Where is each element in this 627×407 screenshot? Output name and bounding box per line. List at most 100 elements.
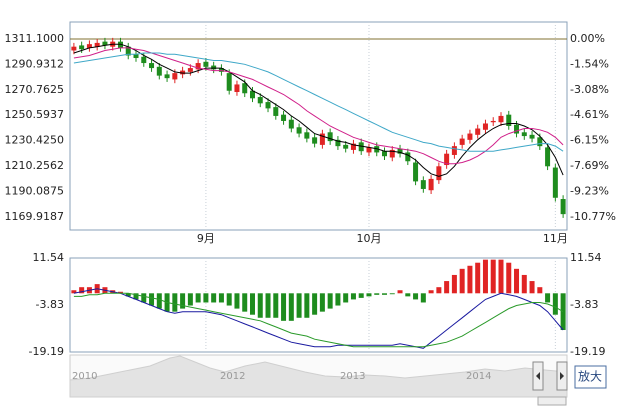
- macd-bar: [156, 293, 162, 309]
- candle-body: [405, 152, 411, 162]
- macd-bar: [475, 262, 481, 294]
- candle-body: [498, 115, 504, 123]
- macd-bar: [249, 293, 255, 315]
- arrow-icon: [536, 372, 540, 380]
- candle-body: [389, 149, 395, 158]
- navigator-label: 2014: [466, 371, 491, 382]
- candle-body: [420, 180, 426, 189]
- candle-body: [327, 132, 333, 142]
- candle-body: [459, 138, 465, 145]
- macd-bar: [226, 293, 232, 306]
- macd-bar: [335, 293, 341, 306]
- navigator-label: 2013: [340, 371, 365, 382]
- zoom-button[interactable]: [574, 365, 607, 389]
- candle-body: [312, 137, 318, 144]
- line: [73, 288, 564, 349]
- macd-bar: [428, 290, 434, 294]
- candle-body: [265, 102, 271, 109]
- candle-body: [226, 73, 232, 91]
- macd-bar: [545, 293, 551, 303]
- macd-bar: [451, 274, 457, 294]
- macd-bar: [498, 259, 504, 294]
- macd-bar: [350, 293, 356, 300]
- macd-bar: [180, 293, 186, 309]
- candle-body: [382, 151, 388, 157]
- y2-tick-label: -7.69%: [570, 159, 609, 172]
- macd-bar: [358, 293, 364, 298]
- candle-body: [133, 54, 139, 59]
- macd-bar: [242, 293, 248, 312]
- line: [73, 43, 564, 177]
- candle-body: [242, 83, 248, 94]
- candle-body: [397, 148, 403, 154]
- navigator-area: [69, 355, 568, 398]
- candle-body: [490, 120, 496, 123]
- candle-body: [117, 41, 123, 48]
- price-panel: [69, 21, 568, 231]
- macd-bar: [436, 287, 442, 294]
- candle-body: [281, 114, 287, 121]
- candle-body: [350, 143, 356, 150]
- candle-body: [296, 127, 302, 134]
- y-tick-label: 1230.4250: [5, 134, 65, 147]
- line: [73, 47, 564, 165]
- y2-tick-label: -4.61%: [570, 108, 609, 121]
- macd-bar: [482, 259, 488, 294]
- y-tick-label: 11.54: [33, 251, 65, 264]
- candle-body: [475, 128, 481, 135]
- candle-body: [249, 90, 255, 99]
- macd-bar: [234, 293, 240, 309]
- y2-tick-label: -1.54%: [570, 57, 609, 70]
- candle-body: [343, 144, 349, 149]
- candle-body: [552, 167, 558, 198]
- zoom-button-label: 放大: [578, 369, 602, 384]
- candle-body: [514, 124, 520, 134]
- candle-body: [164, 74, 170, 79]
- y-tick-label: -19.19: [29, 345, 64, 358]
- candle-body: [444, 153, 450, 166]
- macd-bar: [529, 281, 535, 294]
- macd-bar: [459, 268, 465, 294]
- candle-body: [211, 65, 217, 70]
- macd-bar: [506, 262, 512, 294]
- candle-body: [482, 123, 488, 130]
- macd-bar: [444, 281, 450, 294]
- scrollbar-thumb[interactable]: [537, 396, 567, 406]
- macd-bar: [71, 290, 77, 294]
- candle-body: [560, 199, 566, 215]
- macd-bar: [374, 293, 380, 295]
- candle-body: [203, 61, 209, 67]
- macd-bar: [257, 293, 263, 318]
- candle-body: [335, 139, 341, 147]
- macd-bar: [296, 293, 302, 318]
- y-tick-label: 11.54: [570, 251, 602, 264]
- candle-body: [218, 68, 224, 72]
- line: [73, 292, 564, 348]
- arrow-icon: [560, 372, 564, 380]
- macd-bar: [552, 293, 558, 315]
- macd-bar: [125, 293, 131, 297]
- navigator-label: 2012: [220, 371, 245, 382]
- candle-body: [180, 70, 186, 75]
- macd-bar: [79, 287, 85, 294]
- candle-body: [149, 63, 155, 69]
- line: [73, 52, 564, 152]
- y-tick-label: -3.83: [570, 298, 598, 311]
- candle-body: [273, 107, 279, 116]
- macd-bar: [203, 293, 209, 303]
- candle-body: [506, 114, 512, 126]
- x-tick-label: 11月: [543, 232, 568, 245]
- candle-body: [304, 132, 310, 139]
- candle-body: [413, 162, 419, 182]
- candle-body: [374, 146, 380, 153]
- candle-body: [71, 46, 77, 51]
- candle-body: [358, 142, 364, 152]
- candle-body: [195, 63, 201, 70]
- candle-body: [102, 41, 108, 46]
- candle-body: [234, 84, 240, 93]
- y-tick-label: 1311.1000: [5, 32, 65, 45]
- macd-bar: [537, 287, 543, 294]
- candle-body: [141, 56, 147, 64]
- macd-bar: [366, 293, 372, 297]
- y-tick-label: -3.83: [36, 298, 64, 311]
